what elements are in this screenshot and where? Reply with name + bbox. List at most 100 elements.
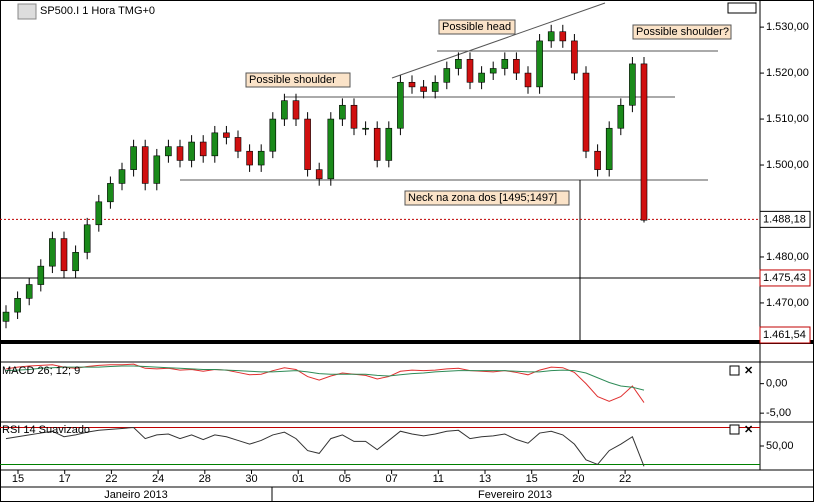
candle-body [327,118,335,180]
x-tick-label: 22 [619,473,631,485]
candle-body [14,298,21,313]
y-tick-label: -5,00 [766,407,791,419]
close-button: ✕ [744,365,753,377]
candle-body [292,100,300,120]
candle-body [617,104,625,129]
candle-body [246,150,253,166]
annotation: Possible shoulder? [636,26,729,38]
candle-body [536,40,543,88]
price-label-box [759,269,811,287]
y-tick-label: 0,00 [766,378,787,390]
price-label: 1.488,18 [763,213,806,225]
candle-body [281,100,288,120]
y-tick-label: 50,00 [766,440,794,452]
candle-body [513,58,520,74]
indicator-line [5,363,645,403]
candle-body [25,284,33,299]
candle-body [408,81,416,88]
candle-body [362,127,369,130]
candle-body [37,265,45,285]
candle-body [188,141,195,161]
x-tick-label: 17 [59,473,71,485]
y-tick-label: 1.480,00 [766,251,809,263]
candle-body [582,72,590,152]
annotation-box [404,190,570,206]
candle-body [211,132,219,157]
candle-body [571,40,578,74]
candle-body [223,132,230,138]
candle-body [269,118,277,152]
x-tick-label: 05 [339,473,351,485]
indicator-label: MACD 26; 12; 9 [2,365,80,377]
candle-body [60,238,68,272]
candle-body [130,146,137,170]
candle-body [339,104,346,120]
candle-body [72,252,79,272]
x-tick-label: 01 [292,473,304,485]
x-tick-label: 11 [433,473,444,485]
candle-body [373,127,381,161]
close-button: ✕ [744,424,753,436]
annotation: Neck na zona dos [1495;1497] [408,192,557,204]
candle-body [234,137,242,152]
candle-body [501,58,509,69]
y-tick-label: 1.470,00 [766,297,809,309]
candle-body [466,58,474,83]
candle-body [315,169,323,180]
annotation: Possible head [442,21,511,33]
price-label-box [759,326,811,344]
y-tick-label: 1.520,00 [766,67,809,79]
candle-body [594,150,601,170]
window-button[interactable] [729,365,740,376]
candle-body [397,81,404,129]
candle-body [350,104,358,129]
price-label: 1.461,54 [763,329,806,341]
candle-body [83,224,91,253]
candle-body [443,68,451,83]
candle-body [176,146,184,161]
x-tick-label: 13 [479,473,491,485]
candle-body [49,238,56,267]
x-tick-label: 15 [526,473,538,485]
x-tick-label: 07 [385,473,397,485]
candle-body [2,311,10,322]
month-label: Fevereiro 2013 [478,489,552,501]
candle-body [431,81,439,92]
annotation-box [632,24,732,40]
candle-body [95,201,103,226]
month-label: Janeiro 2013 [104,489,168,501]
candle-body [478,72,485,83]
window-button[interactable] [729,424,740,435]
price-label: 1.475,43 [763,272,806,284]
annotation: Possible shoulder [249,74,336,86]
candle-body [257,150,265,166]
y-tick-label: 1.510,00 [766,113,809,125]
candle-body [141,146,149,184]
candle-body [605,127,613,170]
x-tick-label: 28 [199,473,211,485]
candle-body [153,155,161,184]
y-tick-label: 1.500,00 [766,159,809,171]
candle-body [489,68,497,74]
candle-body [199,141,207,157]
x-tick-label: 24 [152,473,164,485]
candle-body [547,31,555,42]
x-tick-label: 20 [572,473,584,485]
chart-icon[interactable] [17,3,37,20]
candle-body [385,127,393,161]
annotation-box [438,19,516,35]
candle-body [524,72,532,88]
indicator-label: RSI 14 Suavizado [2,424,90,436]
candle-body [559,31,567,42]
x-tick-label: 30 [245,473,257,485]
window-button[interactable] [727,2,757,14]
candle-body [629,63,636,106]
indicator-line [5,427,645,467]
chart-title: SP500.I 1 Hora TMG+0 [40,5,155,17]
candle-body [640,63,648,221]
candle-body [420,86,427,92]
candle-body [455,58,462,69]
trend-line [391,2,606,79]
